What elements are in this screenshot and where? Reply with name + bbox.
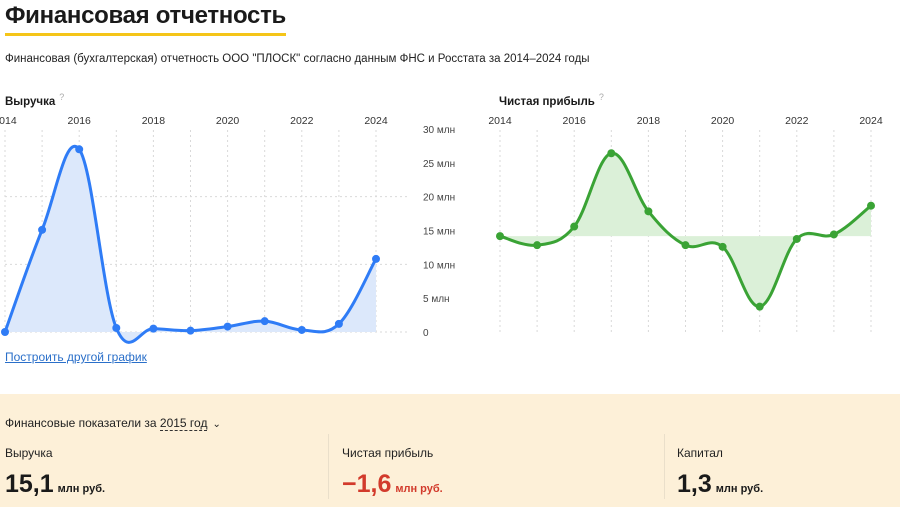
data-point[interactable]	[570, 222, 579, 231]
data-point[interactable]	[681, 241, 690, 250]
profit-chart: 2014 2016 2018 2020 2022 2024	[488, 115, 883, 332]
y-tick-label: 20 млн	[423, 193, 455, 204]
y-tick-label: 25 млн	[423, 159, 455, 170]
x-tick-label: 2014	[0, 115, 17, 127]
x-tick-label: 2020	[216, 115, 240, 127]
indicators-label: Финансовые показатели за	[5, 416, 157, 430]
data-point[interactable]	[372, 254, 380, 263]
capital-unit: млн руб.	[715, 483, 764, 495]
revenue-chart-title-text: Выручка	[5, 95, 56, 108]
data-point[interactable]	[755, 302, 764, 311]
page-title: Финансовая отчетность	[5, 2, 286, 36]
x-tick-label: 2024	[364, 115, 388, 127]
data-point[interactable]	[334, 319, 343, 328]
indicators-header: Финансовые показатели за 2015 год ⌄	[5, 416, 221, 431]
metric-divider	[664, 434, 665, 499]
revenue-metric-value: 15,1 млн руб.	[5, 470, 105, 499]
revenue-help-icon[interactable]: ?	[59, 92, 65, 102]
x-tick-label: 2024	[859, 115, 883, 127]
data-point[interactable]	[792, 234, 801, 243]
page-subtitle: Финансовая (бухгалтерская) отчетность ОО…	[5, 53, 590, 65]
x-tick-label: 2016	[563, 115, 587, 127]
data-point[interactable]	[38, 225, 47, 234]
x-tick-label: 2022	[785, 115, 809, 127]
net-profit-unit: млн руб.	[395, 483, 443, 495]
data-point[interactable]	[607, 149, 616, 158]
data-point[interactable]	[829, 230, 838, 239]
profit-help-icon[interactable]: ?	[598, 92, 604, 102]
data-point[interactable]	[260, 317, 269, 326]
x-tick-label: 2022	[290, 115, 314, 127]
x-tick-label: 2016	[68, 115, 92, 127]
y-tick-label: 5 млн	[423, 294, 450, 305]
capital-metric: Капитал 1,3 млн руб.	[677, 446, 763, 499]
data-point[interactable]	[867, 201, 875, 210]
net-profit-value: −1,6	[342, 470, 392, 498]
x-tick-label: 2020	[711, 115, 735, 127]
y-tick-label: 15 млн	[423, 227, 455, 238]
y-tick-label: 10 млн	[423, 260, 455, 271]
net-profit-metric: Чистая прибыль −1,6 млн руб.	[342, 446, 443, 499]
x-tick-label: 2018	[142, 115, 166, 127]
revenue-chart: 2014 2016 2018 2020 2022 2024 0 5 млн 10 млн 15 м…	[0, 115, 455, 344]
data-point[interactable]	[644, 207, 653, 216]
data-point[interactable]	[75, 145, 84, 154]
net-profit-metric-value: −1,6 млн руб.	[342, 470, 443, 499]
series-area	[5, 146, 376, 343]
year-selector[interactable]: 2015 год	[159, 416, 208, 431]
data-point[interactable]	[149, 324, 158, 333]
capital-metric-label: Капитал	[677, 446, 723, 460]
revenue-chart-title: Выручка?	[5, 92, 64, 108]
x-tick-label: 2014	[488, 115, 512, 127]
revenue-metric-label: Выручка	[5, 446, 53, 460]
data-point[interactable]	[223, 322, 232, 331]
revenue-value: 15,1	[5, 470, 54, 498]
net-profit-metric-label: Чистая прибыль	[342, 446, 434, 460]
data-point[interactable]	[112, 323, 121, 332]
y-tick-label: 0	[423, 328, 429, 339]
financial-indicators-panel: Финансовые показатели за 2015 год ⌄ Выруч…	[0, 394, 900, 507]
profit-chart-title-text: Чистая прибыль	[499, 95, 595, 108]
x-tick-label: 2018	[637, 115, 661, 127]
revenue-metric: Выручка 15,1 млн руб.	[5, 446, 105, 499]
capital-metric-value: 1,3 млн руб.	[677, 470, 763, 499]
data-point[interactable]	[186, 326, 195, 335]
capital-value: 1,3	[677, 470, 712, 498]
profit-chart-title: Чистая прибыль?	[499, 92, 604, 108]
data-point[interactable]	[297, 325, 306, 334]
data-point[interactable]	[718, 242, 727, 251]
data-point[interactable]	[496, 232, 504, 241]
data-point[interactable]	[1, 328, 9, 336]
chevron-down-icon[interactable]: ⌄	[212, 419, 221, 430]
build-another-chart-link[interactable]: Построить другой график	[5, 350, 147, 364]
metric-divider	[328, 434, 329, 499]
data-point[interactable]	[533, 241, 542, 250]
revenue-unit: млн руб.	[57, 483, 106, 495]
y-tick-label: 30 млн	[423, 125, 455, 136]
series-area	[500, 153, 871, 307]
